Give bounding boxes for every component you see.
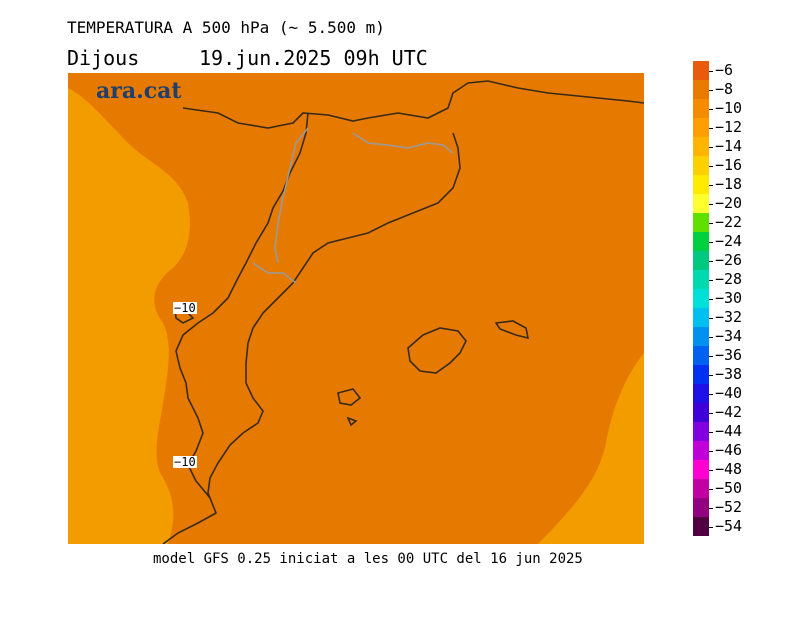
colorbar-label: −48 bbox=[715, 459, 743, 478]
colorbar-tick bbox=[709, 260, 713, 262]
colorbar-tick bbox=[709, 488, 713, 490]
colorbar-tick bbox=[709, 317, 713, 319]
colorbar-swatch bbox=[693, 517, 709, 536]
colorbar-tick bbox=[709, 279, 713, 281]
colorbar-swatch bbox=[693, 498, 709, 517]
colorbar-label: −44 bbox=[715, 421, 743, 440]
contour-label: −10 bbox=[173, 301, 197, 315]
colorbar-swatch bbox=[693, 289, 709, 308]
colorbar-label: −24 bbox=[715, 231, 743, 250]
temperature-map bbox=[68, 73, 644, 544]
model-info: model GFS 0.25 iniciat a les 00 UTC del … bbox=[153, 551, 583, 567]
colorbar-label: −14 bbox=[715, 136, 743, 155]
colorbar-tick bbox=[709, 412, 713, 414]
colorbar-label: −16 bbox=[715, 155, 743, 174]
colorbar-swatch bbox=[693, 61, 709, 80]
colorbar-swatch bbox=[693, 441, 709, 460]
coastline bbox=[162, 80, 644, 544]
colorbar-swatch bbox=[693, 403, 709, 422]
colorbar-label: −20 bbox=[715, 193, 743, 212]
colorbar-label: −34 bbox=[715, 326, 743, 345]
colorbar-label: −22 bbox=[715, 212, 743, 231]
borders bbox=[252, 127, 454, 284]
colorbar-label: −18 bbox=[715, 174, 743, 193]
colorbar-tick bbox=[709, 241, 713, 243]
aracat-logo[interactable]: ara.cat bbox=[96, 78, 182, 104]
colorbar-swatch bbox=[693, 80, 709, 99]
colorbar-tick bbox=[709, 355, 713, 357]
colorbar: −6 −8 −10 −12 −14 −16 −18 −20 −22 −24 −26 −28 −30 −32… bbox=[693, 61, 742, 536]
contour-label: −10 bbox=[173, 455, 197, 469]
colorbar-tick bbox=[709, 298, 713, 300]
colorbar-label: −8 bbox=[715, 79, 734, 98]
colorbar-tick bbox=[709, 222, 713, 224]
colorbar-tick bbox=[709, 374, 713, 376]
colorbar-label: −40 bbox=[715, 383, 743, 402]
colorbar-label: −46 bbox=[715, 440, 743, 459]
temperature-band-minus10 bbox=[68, 73, 644, 544]
colorbar-tick bbox=[709, 146, 713, 148]
colorbar-swatch bbox=[693, 137, 709, 156]
colorbar-swatch bbox=[693, 213, 709, 232]
colorbar-tick bbox=[709, 336, 713, 338]
colorbar-swatch bbox=[693, 156, 709, 175]
colorbar-label: −52 bbox=[715, 497, 743, 516]
colorbar-label: −38 bbox=[715, 364, 743, 383]
colorbar-tick bbox=[709, 165, 713, 167]
colorbar-label: −42 bbox=[715, 402, 743, 421]
colorbar-label: −12 bbox=[715, 117, 743, 136]
colorbar-label: −32 bbox=[715, 307, 743, 326]
colorbar-tick bbox=[709, 526, 713, 528]
colorbar-label: −28 bbox=[715, 269, 743, 288]
colorbar-swatch bbox=[693, 251, 709, 270]
colorbar-swatch bbox=[693, 308, 709, 327]
colorbar-swatch bbox=[693, 175, 709, 194]
colorbar-swatch bbox=[693, 327, 709, 346]
colorbar-tick bbox=[709, 70, 713, 72]
colorbar-swatch bbox=[693, 270, 709, 289]
colorbar-label: −30 bbox=[715, 288, 743, 307]
colorbar-label: −10 bbox=[715, 98, 743, 117]
colorbar-label: −6 bbox=[715, 60, 734, 79]
colorbar-label: −36 bbox=[715, 345, 743, 364]
colorbar-swatch bbox=[693, 346, 709, 365]
colorbar-label: −54 bbox=[715, 516, 743, 535]
colorbar-tick bbox=[709, 89, 713, 91]
colorbar-label: −26 bbox=[715, 250, 743, 269]
colorbar-swatch bbox=[693, 365, 709, 384]
datetime-label: 19.jun.2025 09h UTC bbox=[199, 46, 428, 70]
colorbar-tick bbox=[709, 469, 713, 471]
colorbar-tick bbox=[709, 450, 713, 452]
colorbar-tick bbox=[709, 127, 713, 129]
colorbar-tick bbox=[709, 507, 713, 509]
colorbar-swatch bbox=[693, 99, 709, 118]
colorbar-label: −50 bbox=[715, 478, 743, 497]
colorbar-tick bbox=[709, 184, 713, 186]
colorbar-swatch bbox=[693, 422, 709, 441]
colorbar-tick bbox=[709, 203, 713, 205]
colorbar-swatch bbox=[693, 118, 709, 137]
colorbar-tick bbox=[709, 393, 713, 395]
colorbar-tick bbox=[709, 431, 713, 433]
chart-title: TEMPERATURA A 500 hPa (~ 5.500 m) bbox=[67, 18, 385, 37]
colorbar-swatch bbox=[693, 384, 709, 403]
colorbar-swatch bbox=[693, 194, 709, 213]
colorbar-swatch bbox=[693, 460, 709, 479]
day-label: Dijous bbox=[67, 46, 140, 70]
colorbar-swatch bbox=[693, 232, 709, 251]
colorbar-tick bbox=[709, 108, 713, 110]
colorbar-swatch bbox=[693, 479, 709, 498]
